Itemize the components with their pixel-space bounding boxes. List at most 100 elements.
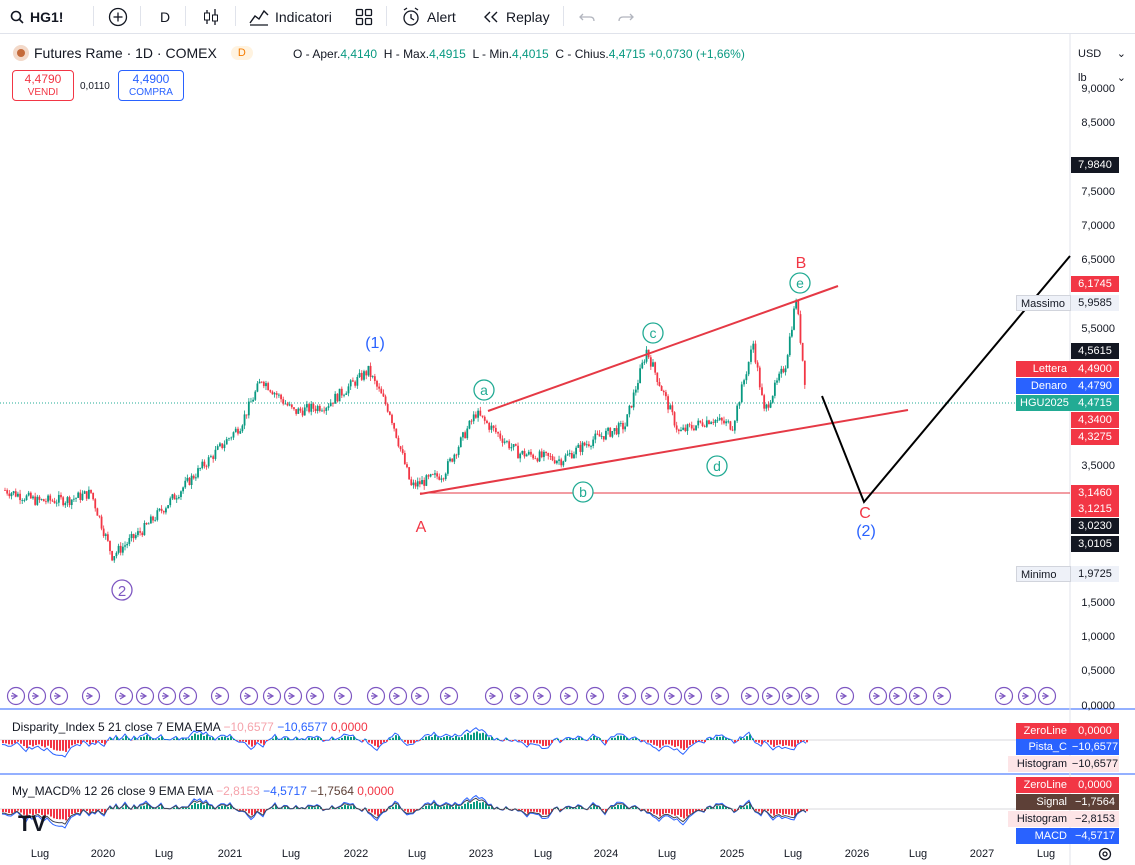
- candle-body: [658, 382, 661, 386]
- candle-body: [784, 368, 787, 373]
- redo-button[interactable]: [617, 0, 635, 33]
- settings-button[interactable]: [1097, 846, 1113, 862]
- histogram-bar: [722, 805, 724, 809]
- histogram-bar: [674, 740, 676, 748]
- time-axis-label: Lug: [30, 848, 50, 860]
- wave-label-b: b: [579, 484, 587, 500]
- replay-button[interactable]: Replay: [482, 0, 550, 33]
- symbol-tag-label: HGU2025: [1016, 395, 1071, 411]
- indicators-button[interactable]: Indicatori: [249, 0, 332, 33]
- change-value: +0,0730 (+1,66%): [648, 47, 745, 61]
- projection-path[interactable]: [821, 255, 1071, 504]
- arrow-right-icon: [645, 692, 653, 700]
- candle-body: [358, 372, 361, 378]
- alert-button[interactable]: Alert: [401, 0, 456, 33]
- candle-body: [579, 444, 582, 452]
- candle-body: [4, 490, 6, 491]
- candle-body: [615, 428, 618, 435]
- candle-body: [197, 468, 199, 478]
- toolbar-divider: [140, 6, 141, 26]
- triangle-upper-trendline[interactable]: [487, 285, 839, 412]
- histogram-bar: [416, 740, 418, 741]
- wave-label-2-paren: (2): [856, 523, 876, 540]
- histogram-bar: [395, 804, 397, 809]
- histogram-bar: [242, 809, 244, 811]
- histogram-bar: [704, 740, 706, 743]
- arrow-right-icon: [140, 692, 148, 700]
- arrow-right-icon: [893, 692, 901, 700]
- histogram-bar: [173, 807, 175, 809]
- histogram-bar: [779, 740, 781, 745]
- candle-body: [225, 439, 228, 445]
- candle-body: [143, 523, 146, 536]
- arrow-right-icon: [371, 692, 379, 700]
- candle-body: [273, 393, 276, 395]
- layouts-button[interactable]: [355, 0, 373, 33]
- tradingview-logo[interactable]: TV: [18, 811, 46, 836]
- candle-body: [79, 492, 82, 500]
- candle-body: [111, 551, 113, 561]
- candle-body: [262, 381, 265, 387]
- chart-canvas[interactable]: (1) 2 A a b c d e B C (2) TV: [0, 34, 1135, 865]
- histogram-bar: [419, 740, 421, 741]
- histogram-bar: [176, 737, 178, 740]
- candle-body: [680, 429, 682, 432]
- histogram-bar: [296, 806, 298, 809]
- histogram-bar: [803, 809, 805, 810]
- histogram-bar: [191, 805, 193, 809]
- histogram-bar: [686, 740, 688, 748]
- compare-button[interactable]: [108, 0, 128, 33]
- price-tag: 4,3275: [1071, 429, 1119, 445]
- undo-button[interactable]: [578, 0, 596, 33]
- histogram-bar: [260, 809, 262, 813]
- price-axis-label: 1,0000: [1081, 631, 1115, 643]
- interval-button[interactable]: D: [160, 0, 170, 33]
- histogram-bar: [311, 737, 313, 740]
- candle-body: [778, 373, 781, 381]
- candle-body: [444, 473, 447, 480]
- histogram-bar: [71, 740, 73, 746]
- spread-value: 0,0110: [80, 81, 110, 92]
- unit-select[interactable]: lb ⌄: [1074, 68, 1132, 88]
- events-row[interactable]: [6, 686, 1057, 706]
- candle-body: [267, 383, 270, 391]
- time-axis-label: 2020: [90, 848, 116, 860]
- arrow-right-icon: [805, 692, 813, 700]
- delayed-badge[interactable]: D: [230, 46, 253, 60]
- histogram-bar: [23, 809, 25, 815]
- candle-body: [98, 515, 101, 517]
- candle-body: [481, 415, 484, 417]
- time-axis-label: 2021: [217, 848, 243, 860]
- histogram-bar: [443, 806, 445, 809]
- rewind-icon: [484, 11, 498, 22]
- candle-body: [519, 453, 522, 459]
- histogram-bar: [101, 740, 103, 744]
- candle-body: [421, 480, 423, 485]
- sell-button[interactable]: 4,4790 VENDI: [12, 70, 74, 101]
- triangle-lower-trendline[interactable]: [419, 409, 909, 495]
- histogram-bar: [107, 740, 109, 741]
- histogram-bar: [512, 740, 514, 742]
- histogram-bar: [797, 740, 799, 744]
- histogram-bar: [200, 733, 202, 740]
- candle-body: [740, 384, 743, 403]
- arrow-right-icon: [162, 692, 170, 700]
- histogram-bar: [98, 809, 100, 810]
- histogram-bar: [452, 807, 454, 809]
- candle-body: [434, 473, 436, 475]
- histogram-bar: [83, 740, 85, 741]
- histogram-bar: [491, 806, 493, 809]
- macd-title-row[interactable]: My_MACD% 12 26 close 9 EMA EMA −2,8153 −…: [12, 784, 394, 798]
- buy-button[interactable]: 4,4900 COMPRA: [118, 70, 184, 101]
- disparity-title-row[interactable]: Disparity_Index 5 21 close 7 EMA EMA −10…: [12, 720, 368, 734]
- histogram-bar: [50, 809, 52, 817]
- candle-body: [182, 487, 184, 492]
- candle-body: [228, 438, 230, 440]
- chart-type-button[interactable]: [202, 0, 220, 33]
- candle-body: [94, 499, 97, 509]
- symbol-search[interactable]: HG1!: [10, 0, 63, 33]
- candle-body: [562, 461, 565, 466]
- histogram-bar: [569, 807, 571, 809]
- currency-select[interactable]: USD ⌄: [1074, 44, 1132, 64]
- candle-body: [643, 361, 646, 363]
